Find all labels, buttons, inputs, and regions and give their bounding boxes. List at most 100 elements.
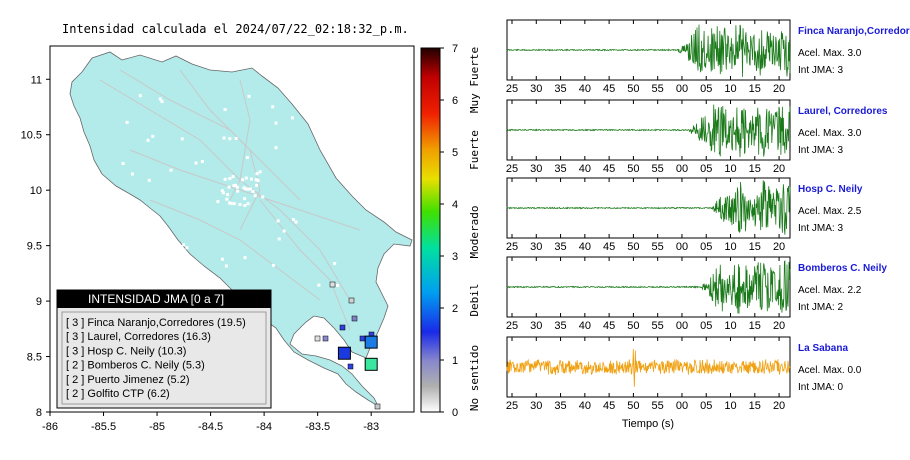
minor-station-dot	[226, 193, 230, 197]
colorbar-label: Debil	[468, 283, 481, 316]
minor-station-dot	[225, 197, 229, 201]
minor-station-dot	[172, 256, 176, 260]
colorbar-tick-label: 6	[452, 95, 458, 107]
minor-station-dot	[256, 179, 260, 183]
waveform-tick-label: 50	[627, 320, 639, 332]
minor-station-dot	[271, 105, 275, 109]
colorbar: 7 6 5 4 3 2 1 0 Muy Fuerte Fuerte Moderado Debil No…	[420, 43, 481, 419]
minor-station-dot	[243, 204, 247, 208]
intensity-station-small	[329, 281, 336, 288]
minor-station-dot	[333, 262, 337, 266]
waveform-panels: 25 30 35 40 45 50 55 00 05 10 15 20 Finca Naranjo,Co…	[506, 19, 910, 412]
map-x-tick-label: -85	[149, 421, 165, 433]
waveform-tick-label: 45	[603, 241, 615, 253]
minor-station-dot	[245, 156, 249, 160]
waveform-tick-label: 30	[530, 83, 542, 95]
waveform-tick-label: 20	[773, 400, 785, 412]
minor-station-dot	[261, 195, 265, 199]
minor-station-dot	[241, 178, 245, 182]
minor-station-dot	[159, 287, 163, 291]
minor-station-dot	[231, 175, 235, 179]
waveform-tick-label: 00	[676, 83, 688, 95]
waveform-tick-label: 30	[530, 163, 542, 175]
minor-station-dot	[274, 146, 278, 150]
waveform-tick-label: 45	[603, 400, 615, 412]
minor-station-dot	[228, 137, 232, 141]
map-y-tick-label: 11	[31, 74, 42, 86]
waveform-xlabel: Tiempo (s)	[622, 418, 674, 430]
waveform-tick-label: 25	[506, 83, 518, 95]
minor-station-dot	[247, 94, 251, 98]
minor-station-dot	[160, 100, 164, 104]
minor-station-dot	[223, 108, 227, 112]
waveform-tick-label: 40	[579, 320, 591, 332]
waveform-tick-label: 55	[652, 163, 664, 175]
waveform-tick-label: 15	[749, 241, 761, 253]
map-y-tick-label: 9.5	[27, 241, 42, 253]
minor-station-dot	[138, 265, 142, 269]
colorbar-tick-label: 5	[452, 147, 458, 159]
minor-station-dot	[290, 116, 294, 120]
map-x-tick-label: -83	[363, 421, 379, 433]
waveform-tick-label: 25	[506, 241, 518, 253]
minor-station-dot	[294, 220, 298, 224]
intensity-station-small	[348, 297, 355, 304]
minor-station-dot	[234, 183, 238, 187]
waveform-tick-label: 50	[627, 241, 639, 253]
waveform-tick-label: 40	[579, 400, 591, 412]
waveform-tick-label: 15	[749, 163, 761, 175]
minor-station-dot	[121, 161, 125, 165]
waveform-tick-label: 35	[554, 400, 566, 412]
minor-station-dot	[277, 237, 281, 241]
waveform-tick-label: 20	[773, 163, 785, 175]
waveform-tick-label: 05	[700, 241, 712, 253]
waveform-tick-label: 35	[554, 241, 566, 253]
map-y-tick-label: 9	[36, 296, 42, 308]
intensity-legend: INTENSIDAD JMA [0 a 7] [ 3 ] Finca Naran…	[56, 289, 272, 409]
minor-station-dot	[244, 187, 248, 191]
colorbar-label: Moderado	[468, 206, 481, 259]
station-int: Int JMA: 0	[798, 382, 843, 393]
intensity-station-small	[351, 315, 358, 322]
minor-station-dot	[255, 172, 259, 176]
minor-station-dot	[147, 178, 151, 182]
waveform-trace	[506, 180, 791, 235]
minor-station-dot	[282, 229, 286, 233]
minor-station-dot	[224, 264, 228, 268]
minor-station-dot	[146, 138, 150, 142]
waveform-panel: 25 30 35 40 45 50 55 00 05 10 15 20 Hosp C. Neily Ace…	[506, 177, 863, 253]
waveform-tick-label: 05	[700, 400, 712, 412]
minor-station-dot	[232, 202, 236, 206]
waveform-tick-label: 35	[554, 320, 566, 332]
waveform-tick-label: 45	[603, 163, 615, 175]
colorbar-ticks: 7 6 5 4 3 2 1 0	[440, 43, 458, 419]
waveform-tick-label: 20	[773, 320, 785, 332]
waveform-tick-label: 35	[554, 83, 566, 95]
map-y-tick-label: 8	[36, 407, 42, 419]
minor-station-dot	[258, 170, 262, 174]
legend-title: INTENSIDAD JMA [0 a 7]	[88, 292, 224, 306]
waveform-trace	[506, 348, 791, 387]
minor-station-dot	[339, 127, 343, 131]
minor-station-dot	[223, 177, 227, 181]
colorbar-label: Fuerte	[468, 130, 481, 170]
waveform-tick-label: 10	[724, 83, 736, 95]
waveform-tick-label: 00	[676, 320, 688, 332]
minor-station-dot	[228, 177, 232, 181]
minor-station-dot	[232, 184, 236, 188]
minor-station-dot	[255, 183, 259, 187]
station-int: Int JMA: 3	[798, 223, 843, 234]
map-y-tick-label: 10	[30, 185, 42, 197]
waveform-tick-label: 40	[579, 241, 591, 253]
minor-stations	[121, 94, 381, 410]
minor-station-dot	[220, 189, 224, 193]
minor-station-dot	[169, 168, 173, 172]
minor-station-dot	[246, 202, 250, 206]
map-x-tick-label: -84.5	[198, 421, 223, 433]
minor-station-dot	[246, 187, 250, 191]
minor-station-dot	[138, 94, 142, 98]
minor-station-dot	[155, 244, 159, 248]
legend-row: [ 2 ] Golfito CTP (6.2)	[66, 388, 170, 400]
waveform-tick-label: 30	[530, 241, 542, 253]
